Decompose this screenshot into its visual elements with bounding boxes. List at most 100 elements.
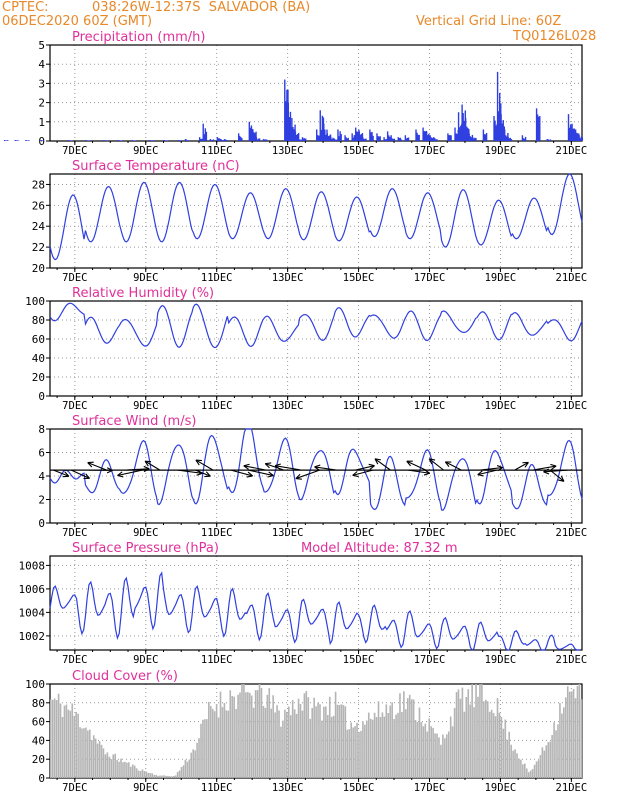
precip-bar — [377, 136, 379, 141]
cloud-bar — [79, 727, 81, 778]
precip-bar — [164, 140, 166, 141]
precip-bar — [40, 140, 42, 141]
precip-bar — [26, 140, 28, 141]
panel-4: Surface Wind (m/s) 0 2 4 6 8 7DEC 9DEC 11DEC 13DE… — [38, 414, 587, 539]
precip-bar — [223, 139, 226, 141]
cloud-bar — [412, 699, 415, 778]
wind-arrow — [144, 460, 161, 471]
wind-arrow-head — [423, 472, 430, 476]
wind-arrow-head — [267, 475, 274, 478]
precip-bar — [68, 140, 71, 141]
y-tick-label: 20 — [32, 753, 45, 766]
cloud-bar — [578, 684, 581, 778]
cloud-bar — [122, 762, 124, 778]
cloud-bar — [366, 720, 368, 778]
cloud-bar — [494, 716, 497, 778]
x-tick-label: 21DEC — [556, 654, 588, 666]
cloud-bar — [315, 706, 317, 778]
cloud-bar — [496, 698, 499, 778]
precip-bar — [428, 133, 430, 141]
cloud-bar — [293, 709, 296, 778]
precip-bar — [296, 134, 299, 141]
precip-bar — [502, 120, 504, 141]
precip-bar — [67, 140, 70, 141]
precip-bar — [457, 112, 460, 141]
precip-bar — [422, 127, 424, 141]
precip-bar — [248, 121, 251, 141]
cloud-bar — [408, 694, 411, 778]
cloud-bar — [490, 709, 493, 778]
precip-bar — [241, 138, 243, 141]
precip-bar — [384, 139, 386, 141]
cloud-bar — [126, 762, 128, 778]
precip-bar — [255, 137, 258, 141]
wind-arrow-head — [428, 458, 433, 465]
y-tick-label: 1004 — [19, 606, 46, 619]
x-tick-label: 17DEC — [414, 145, 446, 157]
precip-bar — [390, 135, 392, 141]
precip-bar — [503, 129, 506, 141]
x-tick-label: 13DEC — [272, 272, 304, 284]
cloud-bar — [543, 750, 546, 778]
wind-arrow-head — [314, 464, 321, 468]
wind-arrow-head — [477, 474, 484, 477]
cloud-bar — [397, 712, 399, 778]
cloud-bar — [268, 688, 271, 778]
cloud-bar — [432, 727, 434, 778]
cloud-bar — [57, 693, 60, 778]
x-tick-label: 9DEC — [133, 782, 158, 794]
cloud-bar — [184, 759, 187, 778]
cloud-bar — [77, 713, 79, 778]
precip-bar — [17, 140, 20, 141]
cloud-bar — [377, 701, 380, 778]
precip-bar — [386, 131, 389, 141]
cloud-bar — [557, 724, 559, 778]
cloud-bar — [344, 706, 347, 778]
precip-bar — [425, 131, 428, 141]
y-tick-label: 1006 — [19, 583, 46, 596]
cloud-bar — [206, 719, 208, 778]
precip-bar — [461, 104, 463, 141]
wind-arrow-head — [87, 462, 93, 468]
wind-arrow-head — [543, 471, 550, 475]
cloud-bar — [190, 752, 193, 778]
cloud-bar — [422, 726, 425, 778]
precip-bar — [573, 128, 575, 141]
cloud-bar — [371, 719, 374, 778]
precip-bar — [524, 136, 527, 141]
x-tick-label: 13DEC — [272, 145, 304, 157]
cloud-bar — [116, 759, 118, 778]
precip-bar — [577, 133, 579, 141]
x-tick-label: 15DEC — [343, 527, 375, 539]
cloud-bar — [188, 759, 191, 778]
y-tick-label: 60 — [32, 333, 45, 346]
cloud-bar — [245, 692, 247, 778]
precip-bar — [372, 135, 374, 141]
wind-arrow-head — [243, 465, 249, 470]
cloud-bar — [139, 771, 142, 778]
cloud-bar — [516, 753, 518, 778]
precip-bar — [187, 140, 190, 141]
wind-arrow — [195, 469, 211, 477]
precip-bar — [535, 108, 538, 141]
precip-bar — [332, 137, 334, 141]
cloud-bar — [209, 705, 212, 778]
precip-bar — [249, 127, 252, 141]
precip-bar — [483, 134, 486, 141]
precip-bar — [134, 140, 137, 141]
precip-bar — [220, 139, 222, 141]
cloud-bar — [248, 692, 251, 778]
cloud-bar — [330, 716, 333, 778]
cloud-bar — [280, 726, 282, 778]
wind-arrow-head — [444, 461, 450, 467]
wind-arrow-head — [117, 474, 124, 478]
x-tick-label: 15DEC — [343, 272, 375, 284]
precip-bar — [262, 139, 265, 141]
y-tick-label: 28 — [32, 178, 45, 191]
precip-bar — [427, 135, 429, 141]
precip-bar — [225, 140, 228, 141]
precip-bar — [536, 114, 539, 141]
cloud-bar — [69, 710, 72, 778]
cloud-bar — [145, 771, 148, 778]
precip-bar — [299, 139, 301, 141]
